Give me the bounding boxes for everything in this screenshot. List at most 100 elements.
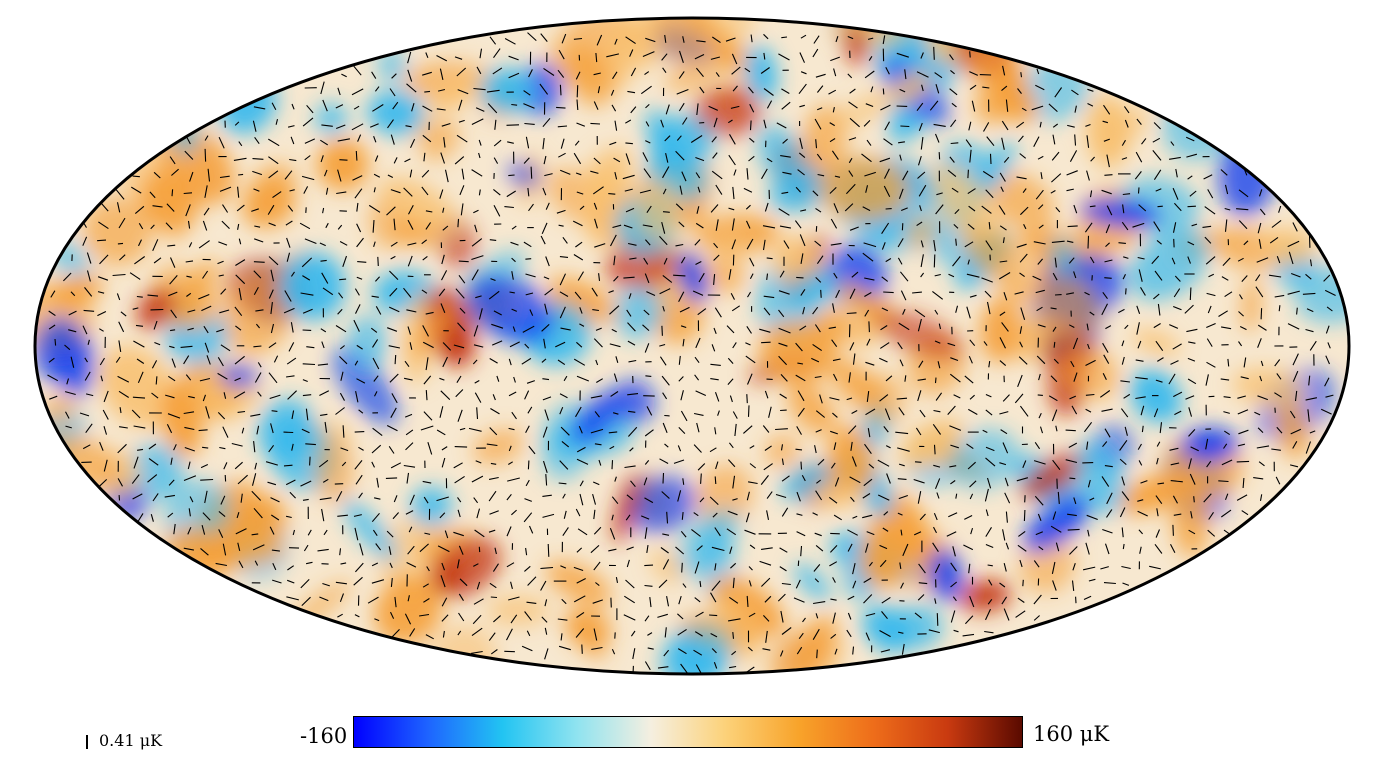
polarization-stick <box>609 305 620 315</box>
polarization-stick <box>800 288 806 296</box>
polarization-stick <box>304 155 311 161</box>
polarization-stick <box>962 633 975 637</box>
polarization-stick <box>661 375 670 386</box>
polarization-stick <box>458 593 464 601</box>
polarization-stick <box>544 627 548 635</box>
polarization-stick <box>1019 272 1025 278</box>
polarization-stick <box>1001 120 1009 131</box>
polarization-stick <box>675 150 685 161</box>
polarization-stick <box>219 446 226 450</box>
polarization-stick <box>1257 427 1264 433</box>
polarization-stick <box>575 508 581 517</box>
polarization-stick <box>1099 390 1111 398</box>
polarization-stick <box>524 611 532 621</box>
polarization-stick <box>1274 392 1282 398</box>
polarization-stick <box>544 173 553 177</box>
polarization-stick <box>562 236 568 244</box>
polarization-stick <box>474 380 480 384</box>
polarization-stick <box>272 579 282 584</box>
polarization-stick <box>455 389 464 398</box>
polarization-stick <box>611 328 617 333</box>
polarization-stick <box>628 410 636 413</box>
polarization-stick <box>918 582 928 585</box>
anisotropy-blob <box>716 227 745 261</box>
polarization-stick <box>1241 510 1249 516</box>
polarization-stick <box>1017 374 1023 388</box>
polarization-stick <box>203 325 209 334</box>
polarization-stick <box>422 341 434 349</box>
polarization-stick <box>951 187 959 193</box>
polarization-stick <box>133 456 139 469</box>
polarization-stick <box>596 378 603 383</box>
anisotropy-blob <box>241 178 297 229</box>
polarization-stick <box>558 152 566 158</box>
polarization-stick <box>358 446 364 451</box>
polarization-stick <box>796 513 803 516</box>
polarization-stick <box>988 222 991 230</box>
polarization-stick <box>1052 272 1058 281</box>
polarization-stick <box>660 547 669 554</box>
polarization-stick <box>493 205 501 217</box>
polarization-stick <box>1189 473 1196 485</box>
polarization-stick <box>645 37 656 43</box>
polarization-stick <box>921 84 924 92</box>
anisotropy-blob <box>649 548 683 584</box>
polarization-stick <box>320 259 327 262</box>
polarization-stick <box>715 184 723 195</box>
polarization-stick <box>237 223 240 230</box>
polarization-stick <box>1221 459 1233 466</box>
polarization-stick <box>368 204 381 213</box>
polarization-stick <box>864 171 876 177</box>
polarization-stick <box>658 235 668 246</box>
polarization-stick <box>48 324 56 330</box>
polarization-stick <box>711 546 725 552</box>
polarization-stick <box>147 474 158 483</box>
polarization-stick <box>1224 493 1229 500</box>
polarization-stick <box>713 117 718 128</box>
polarization-stick <box>576 611 585 618</box>
polarization-stick <box>779 393 787 399</box>
polarization-stick <box>866 391 870 402</box>
polarization-stick <box>84 287 93 297</box>
polarization-stick <box>202 270 209 279</box>
polarization-stick <box>1259 375 1263 382</box>
polarization-stick <box>461 168 465 180</box>
polarization-stick <box>989 153 992 165</box>
polarization-stick <box>760 475 769 485</box>
polarization-stick <box>849 88 856 94</box>
polarization-stick <box>471 118 484 125</box>
polarization-stick <box>1086 135 1090 148</box>
polarization-stick <box>440 390 451 400</box>
polarization-stick <box>615 356 619 363</box>
polarization-stick <box>64 344 71 351</box>
polarization-stick <box>489 582 497 589</box>
polarization-stick <box>746 168 749 180</box>
polarization-stick <box>300 292 314 296</box>
polarization-stick <box>300 480 312 487</box>
polarization-stick <box>1121 356 1125 365</box>
polarization-stick <box>627 340 636 346</box>
polarization-stick <box>390 462 402 469</box>
polarization-stick <box>391 393 398 404</box>
polarization-stick <box>456 134 468 143</box>
polarization-stick <box>1052 134 1056 145</box>
polarization-stick <box>985 409 993 416</box>
polarization-stick <box>1104 428 1111 438</box>
anisotropy-blob <box>1059 345 1120 400</box>
polarization-stick <box>404 360 410 368</box>
map-outline <box>33 16 1351 676</box>
polarization-stick <box>406 309 417 313</box>
polarization-stick <box>800 253 804 264</box>
polarization-stick <box>969 595 975 608</box>
polarization-stick <box>1171 257 1176 265</box>
polarization-stick <box>834 477 840 487</box>
polarization-stick <box>268 289 274 299</box>
polarization-stick <box>1069 477 1076 480</box>
polarization-stick <box>985 527 992 537</box>
polarization-stick <box>1258 239 1262 249</box>
polarization-stick <box>678 50 684 63</box>
polarization-stick <box>1173 202 1182 212</box>
polarization-stick <box>215 562 228 567</box>
polarization-stick <box>1102 120 1109 124</box>
polarization-stick <box>99 441 104 451</box>
